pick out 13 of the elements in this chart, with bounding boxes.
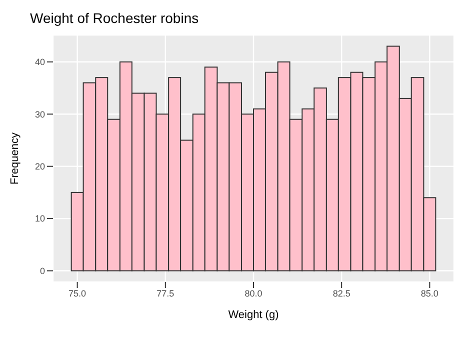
- x-tick-label: 75.0: [68, 288, 86, 298]
- y-axis-title: Frequency: [8, 132, 21, 184]
- x-tick-label: 85.0: [420, 288, 438, 298]
- y-tick-label: 0: [40, 266, 45, 276]
- x-axis-title: Weight (g): [228, 309, 279, 321]
- y-tick-label: 20: [34, 162, 45, 172]
- y-tick-label: 40: [34, 57, 45, 68]
- x-tick-label: 80.0: [244, 288, 262, 298]
- y-tick-label: 10: [34, 214, 45, 224]
- x-tick-label: 77.5: [156, 288, 174, 298]
- y-tick-label: 30: [34, 109, 45, 120]
- chart-title: Weight of Rochester robins: [29, 9, 200, 28]
- x-tick-label: 82.5: [332, 288, 350, 298]
